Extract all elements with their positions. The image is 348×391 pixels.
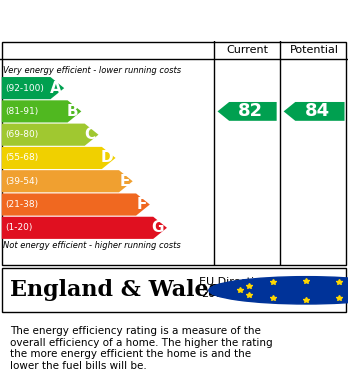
Text: Energy Efficiency Rating: Energy Efficiency Rating (10, 11, 258, 30)
Polygon shape (2, 217, 167, 239)
Text: Not energy efficient - higher running costs: Not energy efficient - higher running co… (3, 241, 181, 250)
Polygon shape (218, 102, 277, 121)
Text: England & Wales: England & Wales (10, 279, 222, 301)
Text: (69-80): (69-80) (5, 130, 39, 139)
Text: (92-100): (92-100) (5, 84, 44, 93)
Polygon shape (2, 124, 98, 146)
Text: C: C (85, 127, 96, 142)
Text: (21-38): (21-38) (5, 200, 38, 209)
Polygon shape (2, 170, 133, 192)
Polygon shape (2, 100, 81, 122)
Text: 84: 84 (305, 102, 330, 120)
Text: (39-54): (39-54) (5, 177, 38, 186)
Text: The energy efficiency rating is a measure of the
overall efficiency of a home. T: The energy efficiency rating is a measur… (10, 326, 273, 371)
Text: A: A (50, 81, 62, 96)
Text: (81-91): (81-91) (5, 107, 39, 116)
Text: F: F (137, 197, 147, 212)
Text: Current: Current (226, 45, 268, 55)
Polygon shape (2, 77, 64, 99)
Polygon shape (284, 102, 345, 121)
Polygon shape (2, 147, 116, 169)
Text: E: E (120, 174, 130, 189)
Text: (1-20): (1-20) (5, 223, 33, 232)
Circle shape (209, 277, 348, 304)
Polygon shape (2, 194, 150, 215)
Text: B: B (67, 104, 79, 119)
Text: Very energy efficient - lower running costs: Very energy efficient - lower running co… (3, 66, 182, 75)
Text: G: G (152, 220, 164, 235)
Text: EU Directive
2002/91/EC: EU Directive 2002/91/EC (199, 277, 268, 299)
Text: 82: 82 (238, 102, 263, 120)
Text: D: D (100, 151, 113, 165)
Text: Potential: Potential (290, 45, 339, 55)
Text: (55-68): (55-68) (5, 153, 39, 163)
